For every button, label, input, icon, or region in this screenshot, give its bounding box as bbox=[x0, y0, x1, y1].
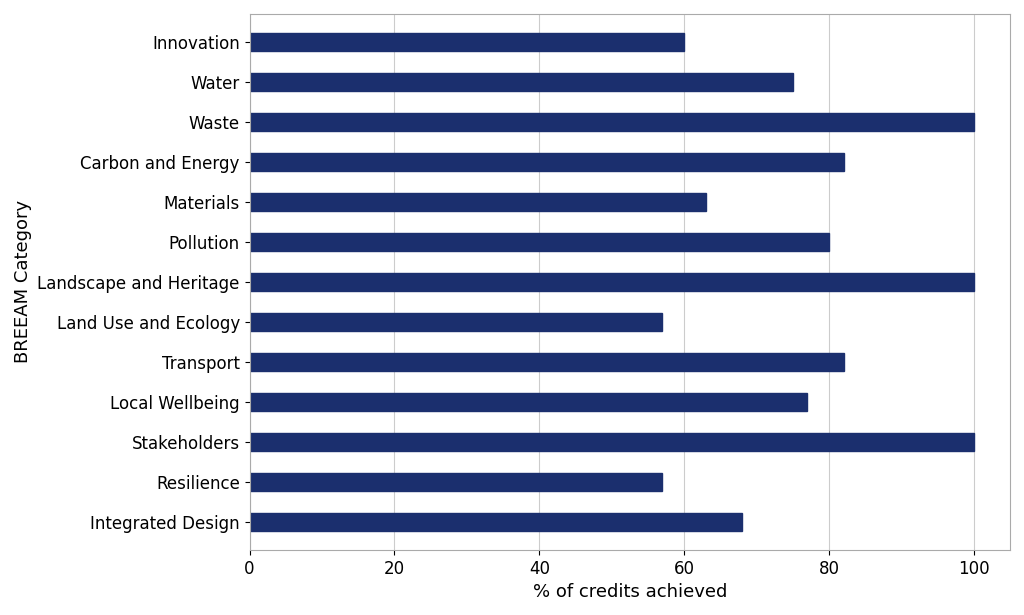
Bar bbox=[250, 33, 684, 51]
Bar bbox=[250, 353, 844, 371]
Bar bbox=[250, 153, 844, 171]
Bar bbox=[250, 193, 706, 211]
Bar bbox=[250, 513, 742, 531]
X-axis label: % of credits achieved: % of credits achieved bbox=[532, 583, 727, 601]
Bar bbox=[250, 233, 829, 251]
Bar bbox=[250, 273, 974, 291]
Bar bbox=[250, 73, 793, 91]
Y-axis label: BREEAM Category: BREEAM Category bbox=[14, 200, 32, 363]
Bar bbox=[250, 113, 974, 131]
Bar bbox=[250, 393, 807, 411]
Bar bbox=[250, 313, 663, 331]
Bar bbox=[250, 433, 974, 451]
Bar bbox=[250, 473, 663, 491]
